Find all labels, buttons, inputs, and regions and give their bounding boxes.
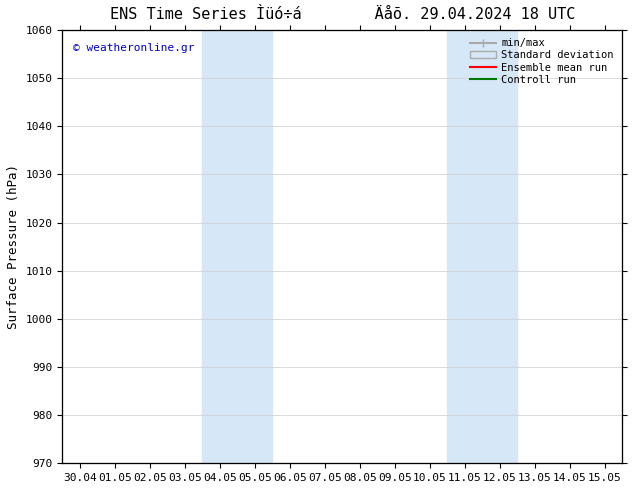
Title: ENS Time Series Ìüó÷á        Äåõ. 29.04.2024 18 UTC: ENS Time Series Ìüó÷á Äåõ. 29.04.2024 18… [110, 7, 575, 22]
Bar [447, 30, 517, 464]
Y-axis label: Surface Pressure (hPa): Surface Pressure (hPa) [7, 164, 20, 329]
Legend: min/max, Standard deviation, Ensemble mean run, Controll run: min/max, Standard deviation, Ensemble me… [467, 35, 617, 88]
Bar [202, 30, 272, 464]
Text: © weatheronline.gr: © weatheronline.gr [74, 43, 195, 53]
